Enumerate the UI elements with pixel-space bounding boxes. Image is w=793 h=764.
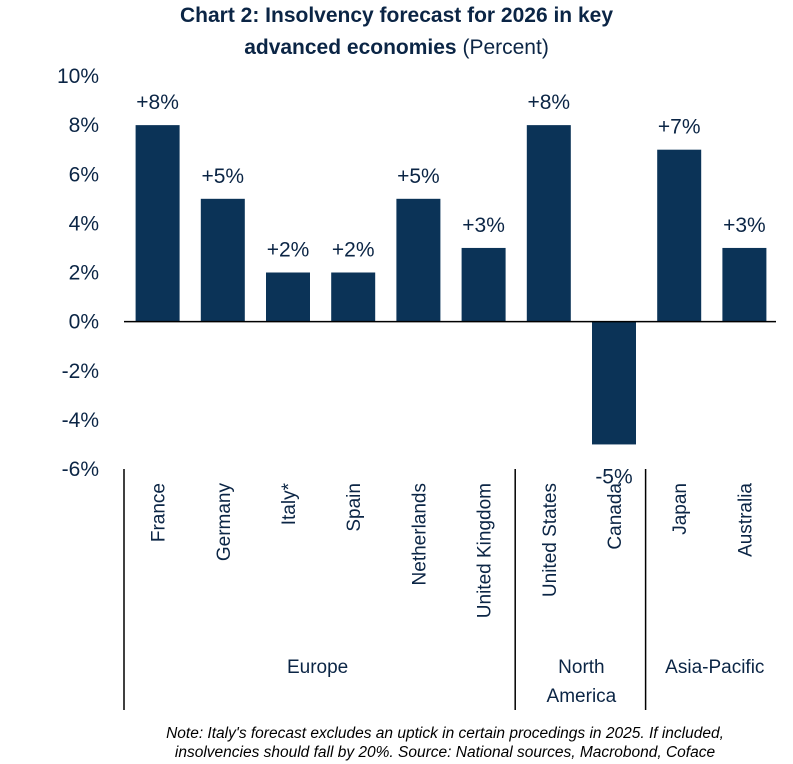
- bar: [200, 198, 245, 322]
- y-tick-label: -6%: [62, 458, 99, 481]
- category-label: Canada: [605, 483, 626, 550]
- data-label: -5%: [595, 465, 632, 488]
- y-tick-label: 4%: [69, 212, 99, 235]
- data-label: +8%: [527, 91, 570, 114]
- y-tick-label: 10%: [57, 65, 99, 88]
- note-line1: Note: Italy's forecast excludes an uptic…: [166, 725, 724, 742]
- category-label: United Kingdom: [475, 483, 496, 618]
- data-label: +7%: [658, 116, 701, 139]
- note-line2: insolvencies should fall by 20%. Source:…: [174, 744, 716, 761]
- group-label-north-america-line2: America: [547, 686, 617, 707]
- bar-chart: 10% 8% 6% 4% 2% 0% -2% -4% -6% +8% +5% +2% +2% +5% +3%…: [57, 65, 776, 710]
- bar: [135, 125, 180, 322]
- chart-title: Chart 2: Insolvency forecast for 2026 in…: [0, 0, 793, 64]
- y-tick-label: 6%: [69, 163, 99, 186]
- bar: [461, 247, 506, 322]
- group-label-north-america-line1: North: [558, 657, 604, 678]
- y-tick-label: -4%: [62, 409, 99, 432]
- category-label: France: [149, 483, 170, 542]
- bar: [396, 198, 441, 322]
- bar: [592, 321, 636, 445]
- data-label: +5%: [397, 165, 440, 188]
- y-tick-label: -2%: [62, 360, 99, 383]
- category-label: Spain: [344, 483, 365, 532]
- category-label: Japan: [670, 483, 691, 535]
- category-label: Italy*: [279, 482, 300, 525]
- bar: [266, 272, 310, 322]
- bar: [722, 247, 767, 322]
- title-unit: (Percent): [462, 36, 549, 59]
- title-line2: advanced economies: [244, 36, 457, 59]
- category-label: Australia: [735, 483, 756, 557]
- title-line1: Chart 2: Insolvency forecast for 2026 in…: [179, 4, 613, 27]
- y-tick-label: 2%: [69, 262, 99, 285]
- data-label: +3%: [723, 214, 766, 237]
- category-label: Netherlands: [409, 483, 430, 585]
- chart-note: Note: Italy's forecast excludes an uptic…: [100, 724, 790, 762]
- category-label: Germany: [214, 483, 235, 562]
- y-tick-label: 0%: [69, 311, 99, 334]
- bar: [331, 272, 376, 322]
- bar: [526, 125, 571, 322]
- y-tick-label: 8%: [69, 114, 99, 137]
- group-label-europe: Europe: [287, 657, 348, 678]
- data-label: +8%: [136, 91, 179, 114]
- group-label-asia-pacific: Asia-Pacific: [665, 657, 764, 678]
- data-label: +2%: [332, 239, 375, 262]
- bar: [657, 149, 702, 322]
- data-label: +3%: [462, 214, 505, 237]
- data-label: +5%: [201, 165, 244, 188]
- data-label: +2%: [267, 239, 310, 262]
- category-label: United States: [540, 483, 561, 597]
